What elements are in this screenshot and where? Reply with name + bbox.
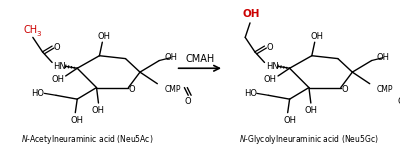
- Text: $\it{N}$-Acetylneuraminic acid (Neu5Ac): $\it{N}$-Acetylneuraminic acid (Neu5Ac): [21, 133, 153, 146]
- Text: CMAH: CMAH: [185, 54, 214, 64]
- Text: HO: HO: [32, 89, 44, 98]
- Text: CMP: CMP: [164, 85, 181, 94]
- Text: OH: OH: [242, 9, 260, 19]
- Text: OH: OH: [310, 32, 323, 41]
- Text: OH: OH: [71, 116, 84, 125]
- Text: CMP: CMP: [377, 85, 394, 94]
- Text: O: O: [341, 85, 348, 94]
- Text: O: O: [54, 43, 60, 53]
- Text: HN: HN: [266, 62, 279, 71]
- Text: OH: OH: [377, 53, 390, 62]
- Text: O: O: [185, 97, 192, 106]
- Text: O: O: [397, 97, 400, 106]
- Text: 3: 3: [36, 31, 41, 37]
- Text: O: O: [129, 85, 136, 94]
- Text: OH: OH: [92, 106, 105, 115]
- Text: OH: OH: [304, 106, 317, 115]
- Text: OH: OH: [98, 32, 111, 41]
- Text: HO: HO: [244, 89, 257, 98]
- Text: OH: OH: [52, 75, 64, 84]
- Text: OH: OH: [164, 53, 177, 62]
- Text: $\it{N}$-Glycolylneuraminic acid (Neu5Gc): $\it{N}$-Glycolylneuraminic acid (Neu5Gc…: [239, 133, 379, 146]
- Text: O: O: [266, 43, 273, 53]
- Text: OH: OH: [264, 75, 277, 84]
- Text: HN: HN: [54, 62, 66, 71]
- Text: CH: CH: [24, 25, 38, 35]
- Text: OH: OH: [283, 116, 296, 125]
